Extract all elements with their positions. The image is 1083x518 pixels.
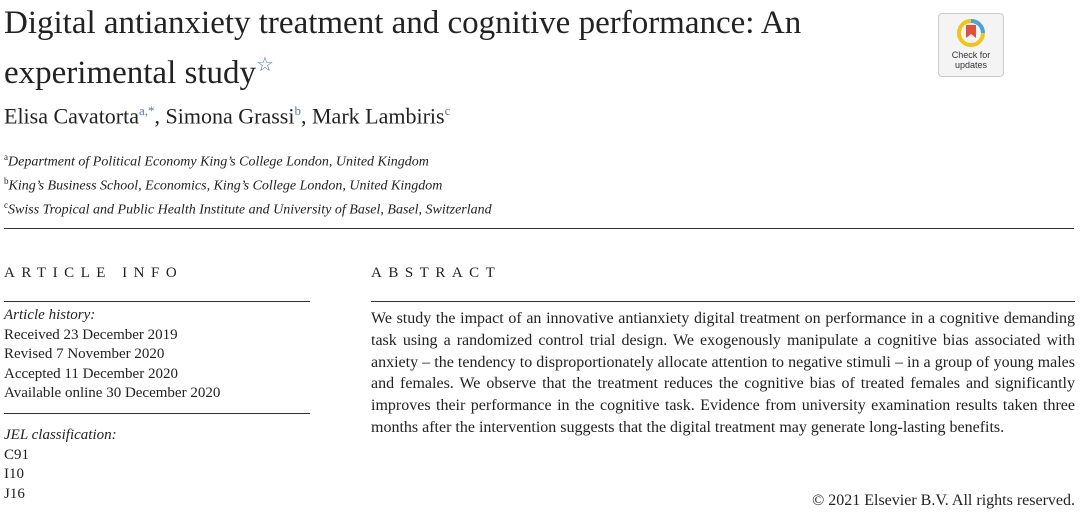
title-block: Digital antianxiety treatment and cognit…: [4, 2, 914, 94]
affiliation-text: Swiss Tropical and Public Health Institu…: [8, 202, 492, 218]
author-name: Elisa Cavatorta: [4, 103, 140, 129]
author-name: Simona Grassi: [165, 103, 295, 129]
history-item: Revised 7 November 2020: [4, 346, 165, 363]
title: Digital antianxiety treatment and cognit…: [4, 5, 802, 91]
authors: Elisa Cavatortaa,*, Simona Grassib, Mark…: [4, 103, 451, 129]
separator: [4, 228, 1074, 229]
affiliation-label: b: [4, 176, 9, 187]
abstract-heading: ABSTRACT: [371, 265, 502, 281]
author-sup: b: [294, 103, 302, 118]
separator: [4, 413, 310, 414]
affiliations: aDepartment of Political Economy King’s …: [4, 148, 492, 220]
badge-icon: [957, 19, 985, 47]
jel-code: I10: [4, 466, 24, 483]
badge-label: Check for updates: [951, 50, 991, 70]
jel-classification: JEL classification: C91 I10 J16: [4, 426, 117, 504]
affiliation: aDepartment of Political Economy King’s …: [4, 148, 492, 172]
history-item: Accepted 11 December 2020: [4, 365, 178, 382]
affiliation: cSwiss Tropical and Public Health Instit…: [4, 196, 492, 220]
jel-code: C91: [4, 446, 30, 463]
article-info-heading: ARTICLE INFO: [4, 265, 184, 281]
copyright: © 2021 Elsevier B.V. All rights reserved…: [812, 492, 1075, 509]
separator: [371, 301, 1075, 302]
abstract-text: We study the impact of an innovative ant…: [371, 310, 1075, 436]
history-item: Received 23 December 2019: [4, 326, 178, 343]
affiliation-text: Department of Political Economy King’s C…: [8, 154, 429, 170]
history-item: Available online 30 December 2020: [4, 385, 221, 402]
author-sup: a,*: [139, 103, 155, 118]
jel-code: J16: [4, 485, 25, 502]
separator: [4, 301, 310, 302]
author-sup: c: [444, 103, 451, 118]
article-history: Article history: Received 23 December 20…: [4, 306, 220, 404]
jel-label: JEL classification:: [4, 427, 117, 443]
history-label: Article history:: [4, 307, 96, 323]
author-name: Mark Lambiris: [312, 103, 445, 129]
title-marker: ☆: [256, 54, 274, 76]
check-updates-badge[interactable]: Check for updates: [938, 13, 1004, 77]
affiliation-text: King’s Business School, Economics, King’…: [8, 178, 443, 194]
affiliation: bKing’s Business School, Economics, King…: [4, 172, 492, 196]
affiliation-label: c: [4, 200, 8, 211]
affiliation-label: a: [4, 152, 8, 162]
